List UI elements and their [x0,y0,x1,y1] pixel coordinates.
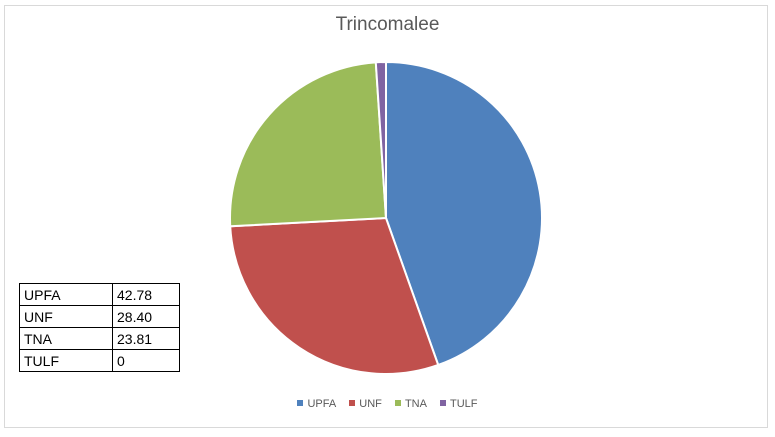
legend-label: TULF [450,398,478,410]
legend-item: UPFA [297,398,336,410]
pie-slice-tulf [374,60,387,219]
table-row: UNF 28.40 [19,305,180,328]
pie-slice-upfa [385,60,543,367]
table-cell-party: TNA [19,327,113,350]
legend-label: TNA [404,398,427,410]
legend-label: UNF [359,398,382,410]
legend-item: TULF [440,398,478,410]
data-table: UPFA 42.78 UNF 28.40 TNA 23.81 TULF 0 [19,283,180,372]
legend-swatch [394,400,401,407]
table-row: UPFA 42.78 [19,283,180,306]
legend-swatch [297,400,304,407]
table-cell-value: 0 [112,349,180,372]
chart-title: Trincomalee [335,14,440,35]
table-cell-party: TULF [19,349,113,372]
legend-item: UNF [349,398,382,410]
table-cell-value: 28.40 [112,305,180,328]
table-row: TNA 23.81 [19,327,180,350]
pie-slice-unf [229,216,440,375]
table-cell-party: UNF [19,305,113,328]
table-cell-value: 42.78 [112,283,180,306]
pie-slice-tna [229,61,388,228]
legend-swatch [349,400,356,407]
legend: UPFA UNF TNA TULF [0,398,775,410]
table-cell-value: 23.81 [112,327,180,350]
table-row: TULF 0 [19,349,180,372]
legend-label: UPFA [307,398,337,410]
table-cell-party: UPFA [19,283,113,306]
legend-swatch [440,400,447,407]
legend-item: TNA [394,398,427,410]
